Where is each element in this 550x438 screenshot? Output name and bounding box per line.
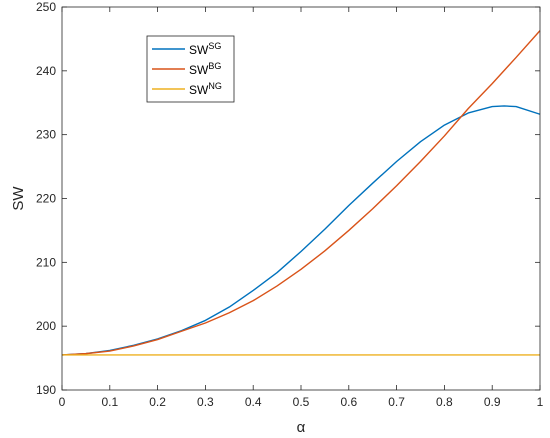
x-tick-label: 0.1 (101, 395, 118, 409)
series-line-bg (61, 30, 541, 356)
legend-label-bg: SWBG (189, 61, 221, 77)
legend-label-base: SW (189, 43, 209, 57)
y-tick-label: 210 (36, 255, 56, 269)
y-tick-label: 200 (36, 319, 56, 333)
y-tick-label: 220 (36, 192, 56, 206)
x-tick-label: 0.4 (245, 395, 262, 409)
legend-label-superscript: BG (208, 61, 221, 71)
legend-label-superscript: SG (208, 41, 221, 51)
y-tick-label: 240 (36, 64, 56, 78)
legend-label-base: SW (189, 63, 209, 77)
legend-label-ng: SWNG (189, 81, 222, 97)
legend-label-superscript: NG (208, 81, 222, 91)
x-axis-label: α (297, 419, 306, 436)
ticks-layer: 0 0.1 0.2 0.3 0.4 0.5 0.6 0.7 0.8 0.9 1 190 200 210 22… (36, 0, 544, 409)
legend-label-sg: SWSG (189, 41, 221, 57)
series-layer (61, 30, 541, 356)
y-tick-label: 230 (36, 128, 56, 142)
plot-background (62, 7, 540, 390)
x-tick-label: 1 (537, 395, 544, 409)
y-tick-label: 250 (36, 0, 56, 14)
x-tick-label: 0.2 (149, 395, 166, 409)
y-tick-label: 190 (36, 383, 56, 397)
x-tick-label: 0.6 (340, 395, 357, 409)
x-tick-label: 0.8 (436, 395, 453, 409)
x-tick-label: 0 (59, 395, 66, 409)
y-axis-label: SW (10, 186, 27, 211)
x-tick-label: 0.5 (293, 395, 310, 409)
legend-label-base: SW (189, 83, 209, 97)
x-tick-label: 0.3 (197, 395, 214, 409)
x-tick-label: 0.9 (484, 395, 501, 409)
x-tick-label: 0.7 (388, 395, 405, 409)
